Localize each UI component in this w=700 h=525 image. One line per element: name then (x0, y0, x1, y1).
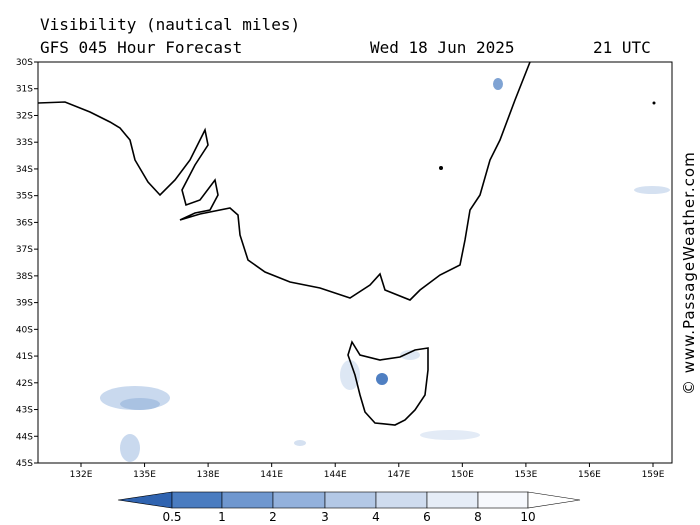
colorbar-label: 3 (321, 510, 329, 524)
colorbar-label: 8 (474, 510, 482, 524)
lon-label: 150E (451, 470, 474, 480)
colorbar-label: 1 (218, 510, 226, 524)
colorbar-label: 10 (520, 510, 535, 524)
lat-label: 45S (16, 459, 33, 469)
lat-label: 42S (16, 379, 33, 389)
colorbar-segment (477, 491, 529, 509)
colorbar-label: 6 (423, 510, 431, 524)
forecast-time: 21 UTC (593, 38, 651, 57)
forecast-date: Wed 18 Jun 2025 (370, 38, 515, 57)
visibility-patches (100, 78, 670, 462)
lon-label: 147E (387, 470, 410, 480)
lon-label: 141E (260, 470, 283, 480)
lat-label: 40S (16, 325, 33, 335)
tasmania (347, 340, 429, 426)
lon-label: 156E (578, 470, 601, 480)
lat-label: 38S (16, 272, 33, 282)
lat-label: 30S (16, 58, 33, 68)
watermark: © www.PassageWeather.com (680, 151, 698, 395)
colorbar-label: 0.5 (162, 510, 181, 524)
colorbar-segment (426, 491, 479, 509)
colorbar-label: 2 (269, 510, 277, 524)
colorbar-segment (375, 491, 428, 509)
lat-label: 31S (16, 85, 33, 95)
lat-label: 43S (16, 406, 33, 416)
lon-label: 138E (197, 470, 220, 480)
lat-label: 33S (16, 138, 33, 148)
lon-label: 132E (70, 470, 93, 480)
map-frame (37, 61, 673, 464)
island (439, 166, 443, 170)
colorbar-segment (272, 491, 326, 509)
lat-label: 41S (16, 352, 33, 362)
lat-label: 32S (16, 111, 33, 121)
lon-label: 135E (133, 470, 156, 480)
lon-label: 159E (642, 470, 665, 480)
colorbar-segment (527, 491, 581, 509)
lat-label: 39S (16, 299, 33, 309)
lat-label: 44S (16, 432, 33, 442)
coastline (37, 61, 531, 301)
colorbar-label: 4 (372, 510, 380, 524)
colorbar-segment (171, 491, 223, 509)
model-run: GFS 045 Hour Forecast (40, 38, 242, 57)
map-title: Visibility (nautical miles) (40, 15, 300, 34)
lat-label: 35S (16, 192, 33, 202)
lon-label: 153E (514, 470, 537, 480)
colorbar-segment (324, 491, 377, 509)
island (652, 101, 656, 105)
lat-label: 36S (16, 218, 33, 228)
lon-label: 144E (324, 470, 347, 480)
lat-label: 34S (16, 165, 33, 175)
colorbar-segment (117, 491, 173, 509)
lat-label: 37S (16, 245, 33, 255)
colorbar-segment (221, 491, 274, 509)
colorbar: 0.5 1 2 3 4 6 8 10 (117, 491, 581, 524)
